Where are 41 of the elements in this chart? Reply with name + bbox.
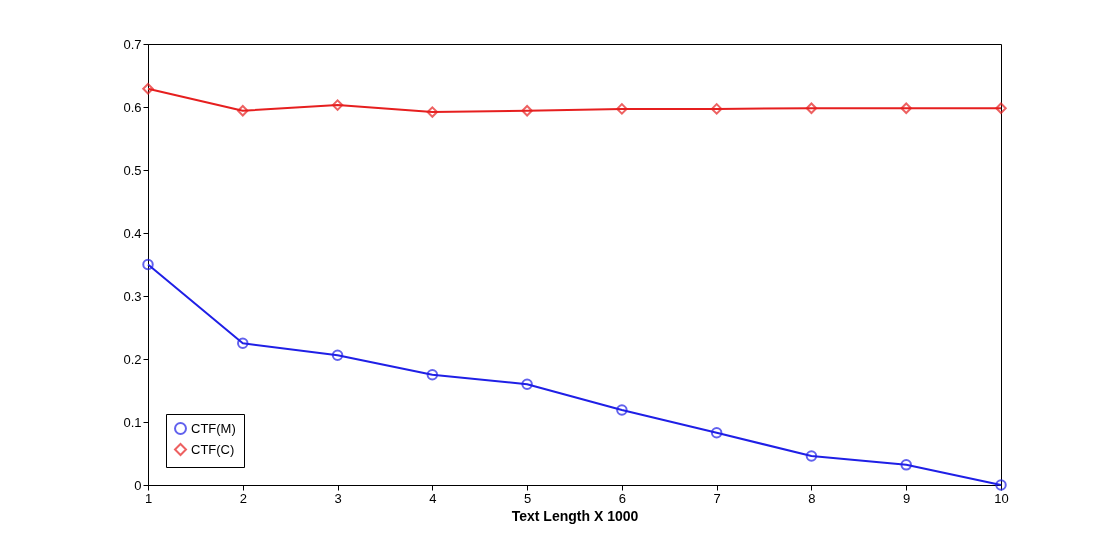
x-tick-label: 5 xyxy=(523,490,532,506)
point xyxy=(521,105,533,117)
point xyxy=(521,378,533,390)
x-tick-label: 1 xyxy=(144,490,153,506)
y-tick-label: 0.6 xyxy=(123,99,142,115)
point xyxy=(995,102,1007,114)
point xyxy=(616,404,628,416)
x-tick-label: 10 xyxy=(994,490,1009,506)
point xyxy=(900,102,912,114)
y-tick-label: 0.4 xyxy=(123,225,142,241)
x-tick-label: 7 xyxy=(713,490,721,506)
x-tick-label: 3 xyxy=(334,490,342,506)
point xyxy=(805,102,818,114)
point xyxy=(995,479,1007,491)
x-tick-label: 6 xyxy=(618,490,627,506)
legend-label: CTF(M) xyxy=(191,420,236,436)
x-tick-label: 9 xyxy=(903,490,911,506)
point xyxy=(237,337,249,349)
legend-label: CTF(C) xyxy=(191,441,235,457)
y-tick-label: 0.5 xyxy=(123,162,142,178)
point xyxy=(426,369,439,381)
point xyxy=(237,105,249,117)
y-tick-label: 0.7 xyxy=(123,36,142,52)
point xyxy=(331,99,344,111)
point xyxy=(900,459,912,471)
point xyxy=(142,82,154,95)
x-axis-title: Text Length X 1000 xyxy=(511,507,639,524)
x-tick-label: 2 xyxy=(239,490,247,506)
point xyxy=(331,349,344,361)
x-tick-label: 8 xyxy=(808,490,816,506)
point xyxy=(616,103,628,115)
point xyxy=(710,426,723,439)
x-tick-label: 4 xyxy=(429,490,437,506)
y-tick-label: 0.3 xyxy=(123,288,142,304)
point xyxy=(710,103,723,115)
point xyxy=(805,450,818,462)
y-tick-label: 0.2 xyxy=(123,351,142,367)
point xyxy=(142,258,154,271)
point xyxy=(426,106,439,118)
y-tick-label: 0 xyxy=(134,477,142,493)
y-tick-label: 0.1 xyxy=(123,414,142,430)
